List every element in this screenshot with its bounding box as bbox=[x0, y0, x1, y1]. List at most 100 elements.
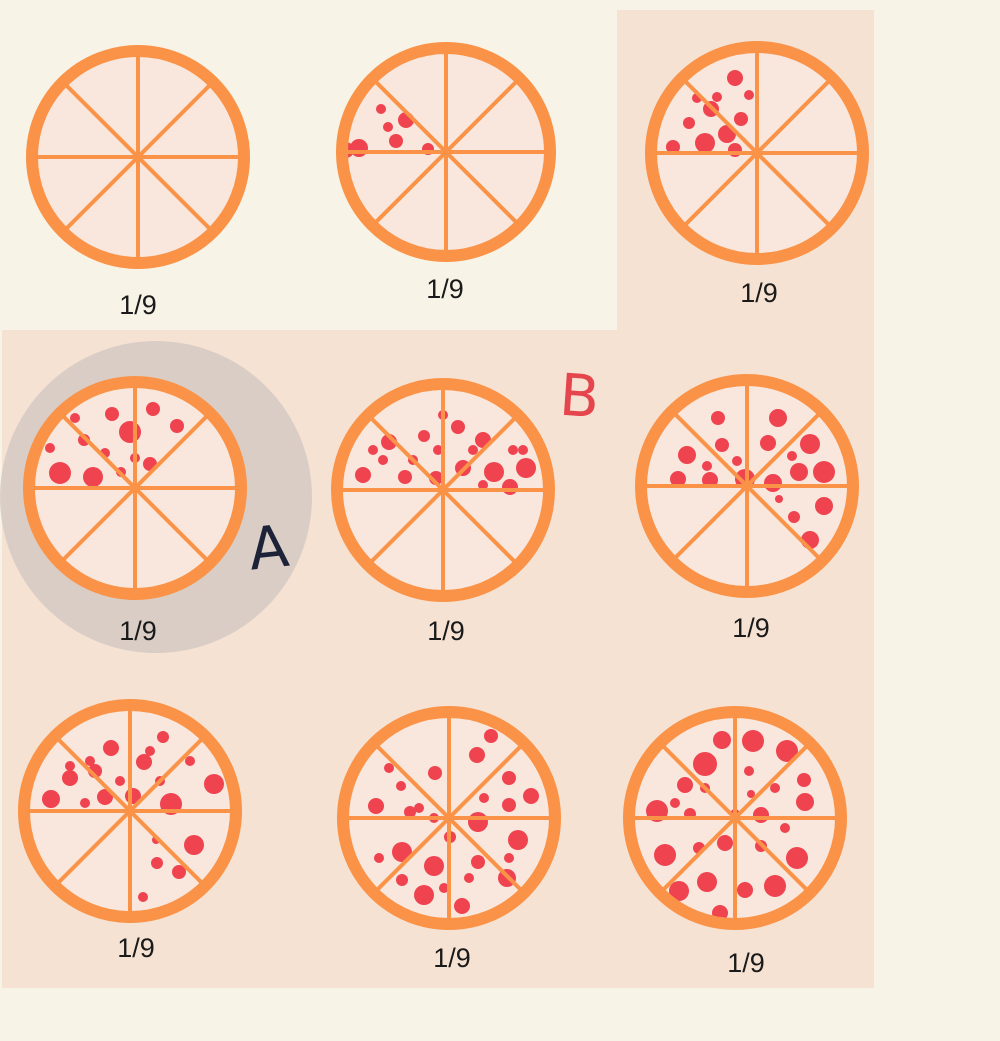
pepperoni bbox=[468, 812, 488, 832]
pepperoni bbox=[418, 430, 430, 442]
pizza-crust bbox=[331, 378, 555, 602]
pepperoni bbox=[516, 458, 536, 478]
pepperoni bbox=[464, 873, 474, 883]
pepperoni bbox=[683, 117, 695, 129]
pepperoni bbox=[670, 471, 686, 487]
pepperoni bbox=[439, 883, 449, 893]
pepperoni bbox=[45, 443, 55, 453]
slice-cut-line bbox=[670, 409, 824, 563]
pepperoni bbox=[392, 842, 412, 862]
pepperoni bbox=[770, 783, 780, 793]
fraction-label: 1/9 bbox=[727, 948, 765, 978]
pizza-1: 1/9 bbox=[26, 45, 250, 320]
pepperoni bbox=[697, 872, 717, 892]
pepperoni bbox=[468, 445, 478, 455]
pepperoni bbox=[204, 774, 224, 794]
pepperoni bbox=[478, 480, 488, 490]
slice-cut-line bbox=[53, 734, 207, 888]
pepperoni bbox=[678, 446, 696, 464]
pepperoni bbox=[711, 411, 725, 425]
pepperoni bbox=[115, 776, 125, 786]
pepperoni bbox=[776, 740, 798, 762]
pepperoni bbox=[502, 798, 516, 812]
pepperoni bbox=[70, 413, 80, 423]
pizza-crust bbox=[23, 376, 247, 600]
pizza-8: 1/9 bbox=[337, 706, 561, 973]
pizza-5: 1/9 bbox=[331, 378, 555, 646]
pepperoni bbox=[428, 766, 442, 780]
fraction-label: 1/9 bbox=[119, 290, 157, 320]
pepperoni bbox=[764, 474, 782, 492]
pizza-2: 1/9 bbox=[336, 42, 556, 304]
pizza-crust bbox=[18, 699, 242, 923]
pepperoni bbox=[145, 746, 155, 756]
pepperoni bbox=[713, 731, 731, 749]
pepperoni bbox=[151, 857, 163, 869]
slice-cut-line bbox=[366, 413, 520, 567]
pepperoni bbox=[747, 790, 755, 798]
pizza-6: 1/9 bbox=[635, 374, 859, 643]
pizza-3: 1/9 bbox=[645, 41, 869, 308]
pepperoni bbox=[502, 771, 516, 785]
pepperoni bbox=[103, 740, 119, 756]
pepperoni bbox=[715, 438, 729, 452]
pepperoni bbox=[398, 470, 412, 484]
pepperoni bbox=[693, 752, 717, 776]
pizza-4: 1/9 bbox=[23, 376, 247, 646]
pizza-crust bbox=[623, 706, 847, 930]
pepperoni bbox=[42, 790, 60, 808]
pepperoni bbox=[146, 402, 160, 416]
pepperoni bbox=[185, 756, 195, 766]
pepperoni bbox=[744, 90, 754, 100]
fraction-label: 1/9 bbox=[119, 616, 157, 646]
pepperoni bbox=[796, 793, 814, 811]
pepperoni bbox=[172, 865, 186, 879]
pepperoni bbox=[396, 874, 408, 886]
pizza-grid: 1/9 1/9 1/9 1/9 1/9 1/9 1/9 1/9 1/9 bbox=[18, 41, 869, 978]
pepperoni bbox=[368, 798, 384, 814]
pepperoni bbox=[85, 756, 95, 766]
pepperoni bbox=[760, 435, 776, 451]
pepperoni bbox=[775, 495, 783, 503]
pepperoni bbox=[469, 747, 485, 763]
pepperoni bbox=[786, 847, 808, 869]
pepperoni bbox=[769, 409, 787, 427]
pepperoni bbox=[695, 133, 715, 153]
pepperoni bbox=[355, 467, 371, 483]
pepperoni bbox=[504, 853, 514, 863]
pizza-crust bbox=[26, 45, 250, 269]
pepperoni bbox=[454, 898, 470, 914]
slice-cut-line bbox=[658, 741, 812, 895]
pepperoni bbox=[717, 835, 733, 851]
pepperoni bbox=[119, 421, 141, 443]
pepperoni bbox=[732, 456, 742, 466]
pepperoni bbox=[157, 731, 169, 743]
fraction-label: 1/9 bbox=[740, 278, 778, 308]
pepperoni bbox=[184, 835, 204, 855]
pepperoni bbox=[753, 807, 769, 823]
pepperoni bbox=[744, 766, 754, 776]
pepperoni bbox=[670, 798, 680, 808]
pepperoni bbox=[484, 462, 504, 482]
pepperoni bbox=[78, 434, 90, 446]
pepperoni bbox=[508, 830, 528, 850]
pepperoni bbox=[702, 461, 712, 471]
fraction-label: 1/9 bbox=[433, 943, 471, 973]
pepperoni bbox=[727, 70, 743, 86]
pepperoni bbox=[389, 134, 403, 148]
pepperoni bbox=[384, 763, 394, 773]
pizza-crust bbox=[645, 41, 869, 265]
fraction-label: 1/9 bbox=[117, 933, 155, 963]
pepperoni bbox=[404, 806, 416, 818]
pepperoni bbox=[787, 451, 797, 461]
pepperoni bbox=[424, 856, 444, 876]
slice-cut-line bbox=[61, 80, 215, 234]
pepperoni bbox=[654, 844, 676, 866]
pepperoni bbox=[677, 777, 693, 793]
pepperoni bbox=[518, 445, 528, 455]
pepperoni bbox=[800, 434, 820, 454]
pepperoni bbox=[502, 479, 518, 495]
pepperoni bbox=[742, 730, 764, 752]
pizza-9: 1/9 bbox=[623, 706, 847, 978]
